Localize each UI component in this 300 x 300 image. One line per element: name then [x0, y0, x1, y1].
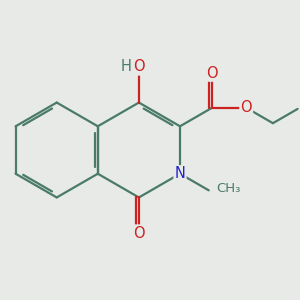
Text: O: O	[206, 66, 218, 81]
Text: H: H	[120, 59, 131, 74]
Text: O: O	[133, 59, 145, 74]
Text: O: O	[240, 100, 252, 115]
Text: N: N	[175, 166, 185, 181]
Text: CH₃: CH₃	[216, 182, 241, 195]
Text: O: O	[133, 226, 145, 241]
